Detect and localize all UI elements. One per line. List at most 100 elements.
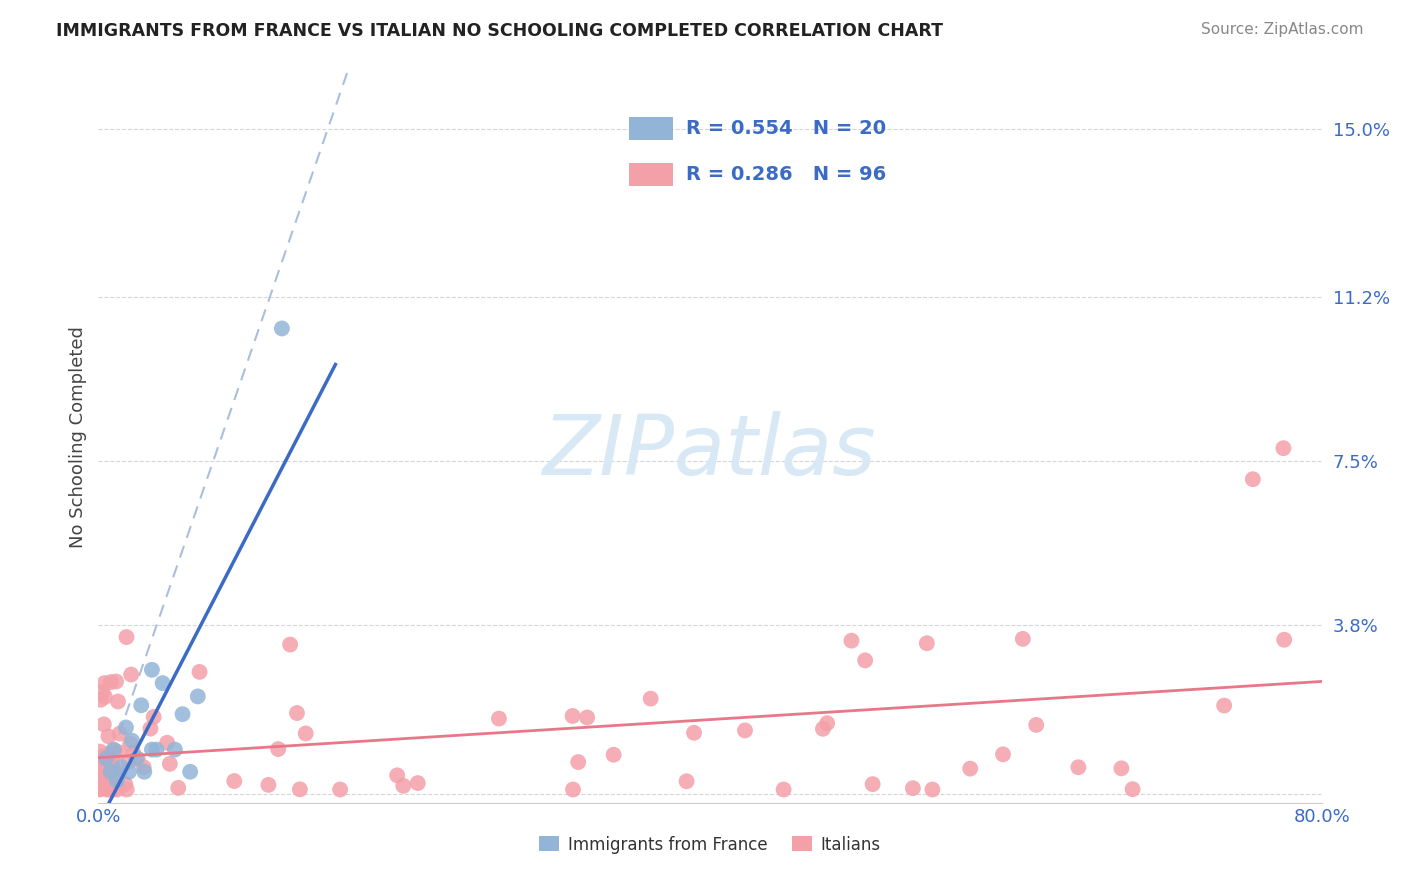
- Point: [97, 782, 120, 797]
- Bar: [628, 163, 672, 186]
- Text: Source: ZipAtlas.com: Source: ZipAtlas.com: [1201, 22, 1364, 37]
- Point: [101, 763, 124, 777]
- Bar: [628, 117, 672, 140]
- Point: [329, 782, 352, 797]
- Point: [152, 676, 174, 690]
- Point: [172, 707, 194, 722]
- Point: [224, 774, 246, 789]
- Point: [108, 726, 131, 740]
- Point: [93, 776, 115, 790]
- Point: [97, 729, 120, 743]
- Point: [89, 761, 111, 775]
- Point: [562, 782, 585, 797]
- Point: [90, 759, 112, 773]
- Point: [97, 769, 120, 783]
- Point: [117, 755, 139, 769]
- Point: [288, 782, 311, 797]
- Text: ZIPatlas: ZIPatlas: [543, 411, 877, 492]
- Point: [122, 746, 145, 760]
- Point: [89, 767, 111, 781]
- Point: [921, 782, 943, 797]
- Point: [187, 690, 209, 704]
- Point: [108, 746, 131, 760]
- Point: [110, 760, 132, 774]
- Point: [1111, 761, 1133, 775]
- Point: [118, 764, 141, 779]
- Point: [90, 771, 112, 785]
- Point: [104, 772, 127, 786]
- Point: [991, 747, 1014, 762]
- Point: [105, 674, 128, 689]
- Point: [567, 755, 589, 769]
- Point: [179, 764, 201, 779]
- Point: [98, 752, 121, 766]
- Point: [811, 722, 834, 736]
- Point: [167, 780, 190, 795]
- Point: [188, 665, 211, 679]
- Point: [145, 742, 167, 756]
- Point: [115, 721, 138, 735]
- Point: [915, 636, 938, 650]
- Point: [103, 742, 125, 756]
- Point: [120, 737, 142, 751]
- Point: [94, 690, 117, 704]
- Point: [96, 755, 118, 769]
- Point: [734, 723, 756, 738]
- Point: [98, 747, 121, 761]
- Point: [1272, 632, 1295, 647]
- Point: [90, 763, 112, 777]
- Point: [115, 782, 138, 797]
- Point: [101, 749, 124, 764]
- Point: [89, 745, 111, 759]
- Point: [105, 773, 128, 788]
- Point: [100, 776, 122, 790]
- Point: [108, 766, 131, 780]
- Point: [114, 777, 136, 791]
- Point: [121, 733, 143, 747]
- Text: R = 0.554   N = 20: R = 0.554 N = 20: [686, 119, 886, 138]
- Point: [392, 779, 415, 793]
- Point: [561, 709, 583, 723]
- Point: [107, 782, 129, 797]
- Point: [385, 768, 408, 782]
- Point: [103, 782, 125, 797]
- Point: [862, 777, 884, 791]
- Point: [640, 691, 662, 706]
- Point: [91, 685, 114, 699]
- Point: [278, 638, 301, 652]
- Point: [1213, 698, 1236, 713]
- Point: [100, 773, 122, 788]
- Point: [101, 756, 124, 771]
- Point: [294, 726, 316, 740]
- Text: R = 0.286   N = 96: R = 0.286 N = 96: [686, 165, 886, 185]
- Point: [141, 663, 163, 677]
- Point: [675, 774, 697, 789]
- Point: [132, 760, 155, 774]
- Point: [602, 747, 624, 762]
- Point: [1067, 760, 1090, 774]
- Text: IMMIGRANTS FROM FRANCE VS ITALIAN NO SCHOOLING COMPLETED CORRELATION CHART: IMMIGRANTS FROM FRANCE VS ITALIAN NO SCH…: [56, 22, 943, 40]
- Point: [901, 781, 924, 796]
- Point: [89, 782, 111, 797]
- Point: [841, 633, 863, 648]
- Point: [159, 756, 181, 771]
- Point: [285, 706, 308, 720]
- Point: [89, 781, 111, 796]
- Point: [163, 742, 186, 756]
- Point: [127, 752, 149, 766]
- Point: [142, 710, 165, 724]
- Point: [129, 698, 152, 713]
- Point: [134, 764, 156, 779]
- Legend: Immigrants from France, Italians: Immigrants from France, Italians: [533, 829, 887, 860]
- Point: [488, 712, 510, 726]
- Point: [90, 693, 112, 707]
- Point: [1122, 782, 1144, 797]
- Point: [107, 694, 129, 708]
- Point: [406, 776, 429, 790]
- Y-axis label: No Schooling Completed: No Schooling Completed: [69, 326, 87, 548]
- Point: [257, 778, 280, 792]
- Point: [104, 744, 127, 758]
- Point: [1272, 441, 1295, 455]
- Point: [270, 321, 292, 335]
- Point: [1011, 632, 1033, 646]
